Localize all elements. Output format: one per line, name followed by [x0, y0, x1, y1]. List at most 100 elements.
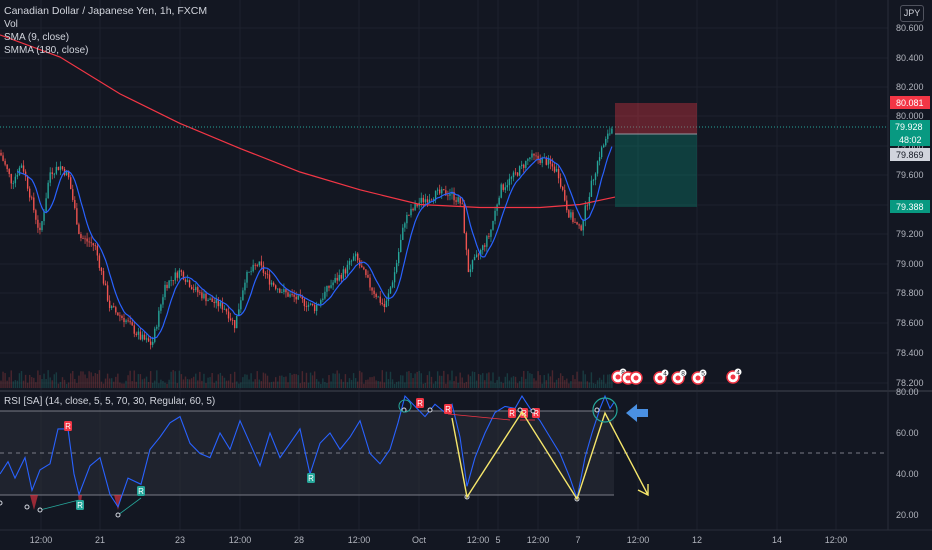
short-position-tool[interactable]	[615, 103, 697, 207]
volume-bar	[10, 370, 12, 388]
bearish-signal-label[interactable]: R	[508, 408, 516, 418]
candle-body	[305, 306, 308, 307]
volume-bar	[154, 380, 156, 388]
candle-body	[588, 196, 591, 206]
candle-body	[61, 166, 64, 169]
bearish-signal-label[interactable]: R	[416, 398, 424, 408]
volume-bar	[12, 381, 14, 388]
price-axis[interactable]: 80.60080.40080.20080.00079.80079.60079.4…	[896, 23, 924, 388]
volume-bar	[521, 376, 523, 388]
zigzag-arrowhead	[637, 484, 649, 497]
candle-body	[104, 283, 107, 286]
bullish-signal-label[interactable]: R	[137, 486, 145, 496]
economic-event-marker[interactable]	[629, 371, 643, 385]
candle-body	[2, 155, 4, 161]
volume-bar	[6, 380, 8, 388]
economic-event-marker[interactable]: 4	[653, 369, 669, 385]
svg-text:R: R	[138, 487, 144, 496]
volume-bar	[293, 373, 295, 388]
volume-bar	[262, 372, 265, 388]
volume-bar	[88, 371, 90, 388]
volume-bar	[156, 370, 158, 388]
candle-body	[529, 157, 531, 160]
volume-bar	[416, 371, 418, 388]
volume-bar	[436, 371, 439, 388]
volume-bar	[455, 376, 457, 388]
volume-bar	[234, 371, 236, 388]
candle-body	[170, 280, 172, 281]
candle-body	[152, 341, 154, 345]
volume-bar	[67, 382, 70, 388]
event-markers[interactable]: 8 4 8 5 4	[611, 368, 742, 385]
volume-bar	[344, 374, 347, 388]
currency-badge[interactable]: JPY	[900, 5, 924, 22]
sma-legend[interactable]: SMA (9, close)	[4, 32, 70, 43]
volume-bar	[512, 376, 515, 388]
rsi-tick-label: 80.00	[896, 387, 919, 397]
take-profit-zone[interactable]	[615, 134, 697, 207]
volume-bar	[102, 383, 105, 388]
volume-bar	[580, 381, 582, 388]
symbol-title[interactable]: Canadian Dollar / Japanese Yen, 1h, FXCM	[4, 5, 208, 17]
volume-bar	[502, 383, 504, 388]
volume-bar	[488, 372, 490, 388]
candle-body	[436, 189, 439, 191]
candle-body	[473, 256, 476, 261]
candle-body	[277, 288, 279, 290]
candle-body	[527, 159, 529, 161]
volume-bar	[117, 373, 119, 388]
left-arrow-annotation[interactable]	[626, 404, 648, 422]
candlesticks[interactable]	[0, 126, 613, 350]
economic-event-marker[interactable]: 4	[726, 368, 742, 384]
volume-bar	[568, 383, 570, 388]
volume-bar	[430, 376, 433, 388]
candle-body	[338, 274, 340, 281]
candle-body	[20, 165, 23, 168]
candle-body	[539, 159, 541, 163]
zigzag-annotation[interactable]	[451, 410, 649, 501]
volume-bar	[328, 375, 330, 388]
volume-bar	[45, 378, 47, 388]
candle-body	[166, 284, 168, 289]
smma-legend[interactable]: SMMA (180, close)	[4, 45, 89, 56]
volume-bar	[518, 381, 521, 388]
candle-body	[139, 331, 142, 340]
candle-body	[332, 282, 334, 286]
candle-body	[510, 177, 513, 179]
candle-body	[225, 308, 228, 312]
volume-bar	[297, 375, 299, 388]
volume-bar	[357, 381, 359, 388]
economic-event-marker[interactable]: 5	[691, 369, 707, 385]
volume-bar	[340, 379, 342, 388]
bearish-signal-label[interactable]: R	[444, 404, 452, 414]
bullish-signal-label[interactable]: R	[307, 473, 315, 483]
rsi-highlight-circle[interactable]	[592, 397, 618, 423]
economic-event-marker[interactable]: 8	[611, 368, 627, 384]
candle-body	[555, 168, 558, 172]
bearish-signal-label[interactable]: R	[64, 421, 72, 431]
volume-bar	[377, 381, 379, 388]
volume-bar	[441, 375, 443, 388]
candle-body	[92, 243, 94, 246]
volume-bar	[555, 379, 558, 388]
volume-bar	[260, 381, 263, 388]
candle-body	[395, 263, 398, 273]
economic-event-marker[interactable]: 8	[671, 369, 687, 385]
volume-bar	[160, 379, 162, 388]
volume-bar	[547, 373, 550, 388]
svg-text:79.869: 79.869	[896, 150, 924, 160]
volume-bar	[490, 380, 492, 388]
candle-body	[51, 172, 53, 175]
candle-body	[14, 176, 17, 184]
pivot-dot	[427, 407, 433, 413]
rsi-axis[interactable]: 80.00 60.00 40.00 20.00	[896, 387, 919, 520]
rsi-legend[interactable]: RSI [SA] (14, close, 5, 5, 70, 30, Regul…	[4, 396, 216, 407]
bullish-signal-label[interactable]: R	[76, 500, 84, 510]
stop-loss-zone[interactable]	[615, 103, 697, 134]
volume-legend[interactable]: Vol	[4, 19, 18, 30]
candle-body	[611, 128, 613, 134]
volume-bar	[375, 380, 377, 388]
time-axis[interactable]: 12:00 21 12:00 23 12:00 28 12:00 Oct 12:00 5 7 12:0…	[30, 535, 848, 545]
candle-body	[564, 189, 566, 201]
